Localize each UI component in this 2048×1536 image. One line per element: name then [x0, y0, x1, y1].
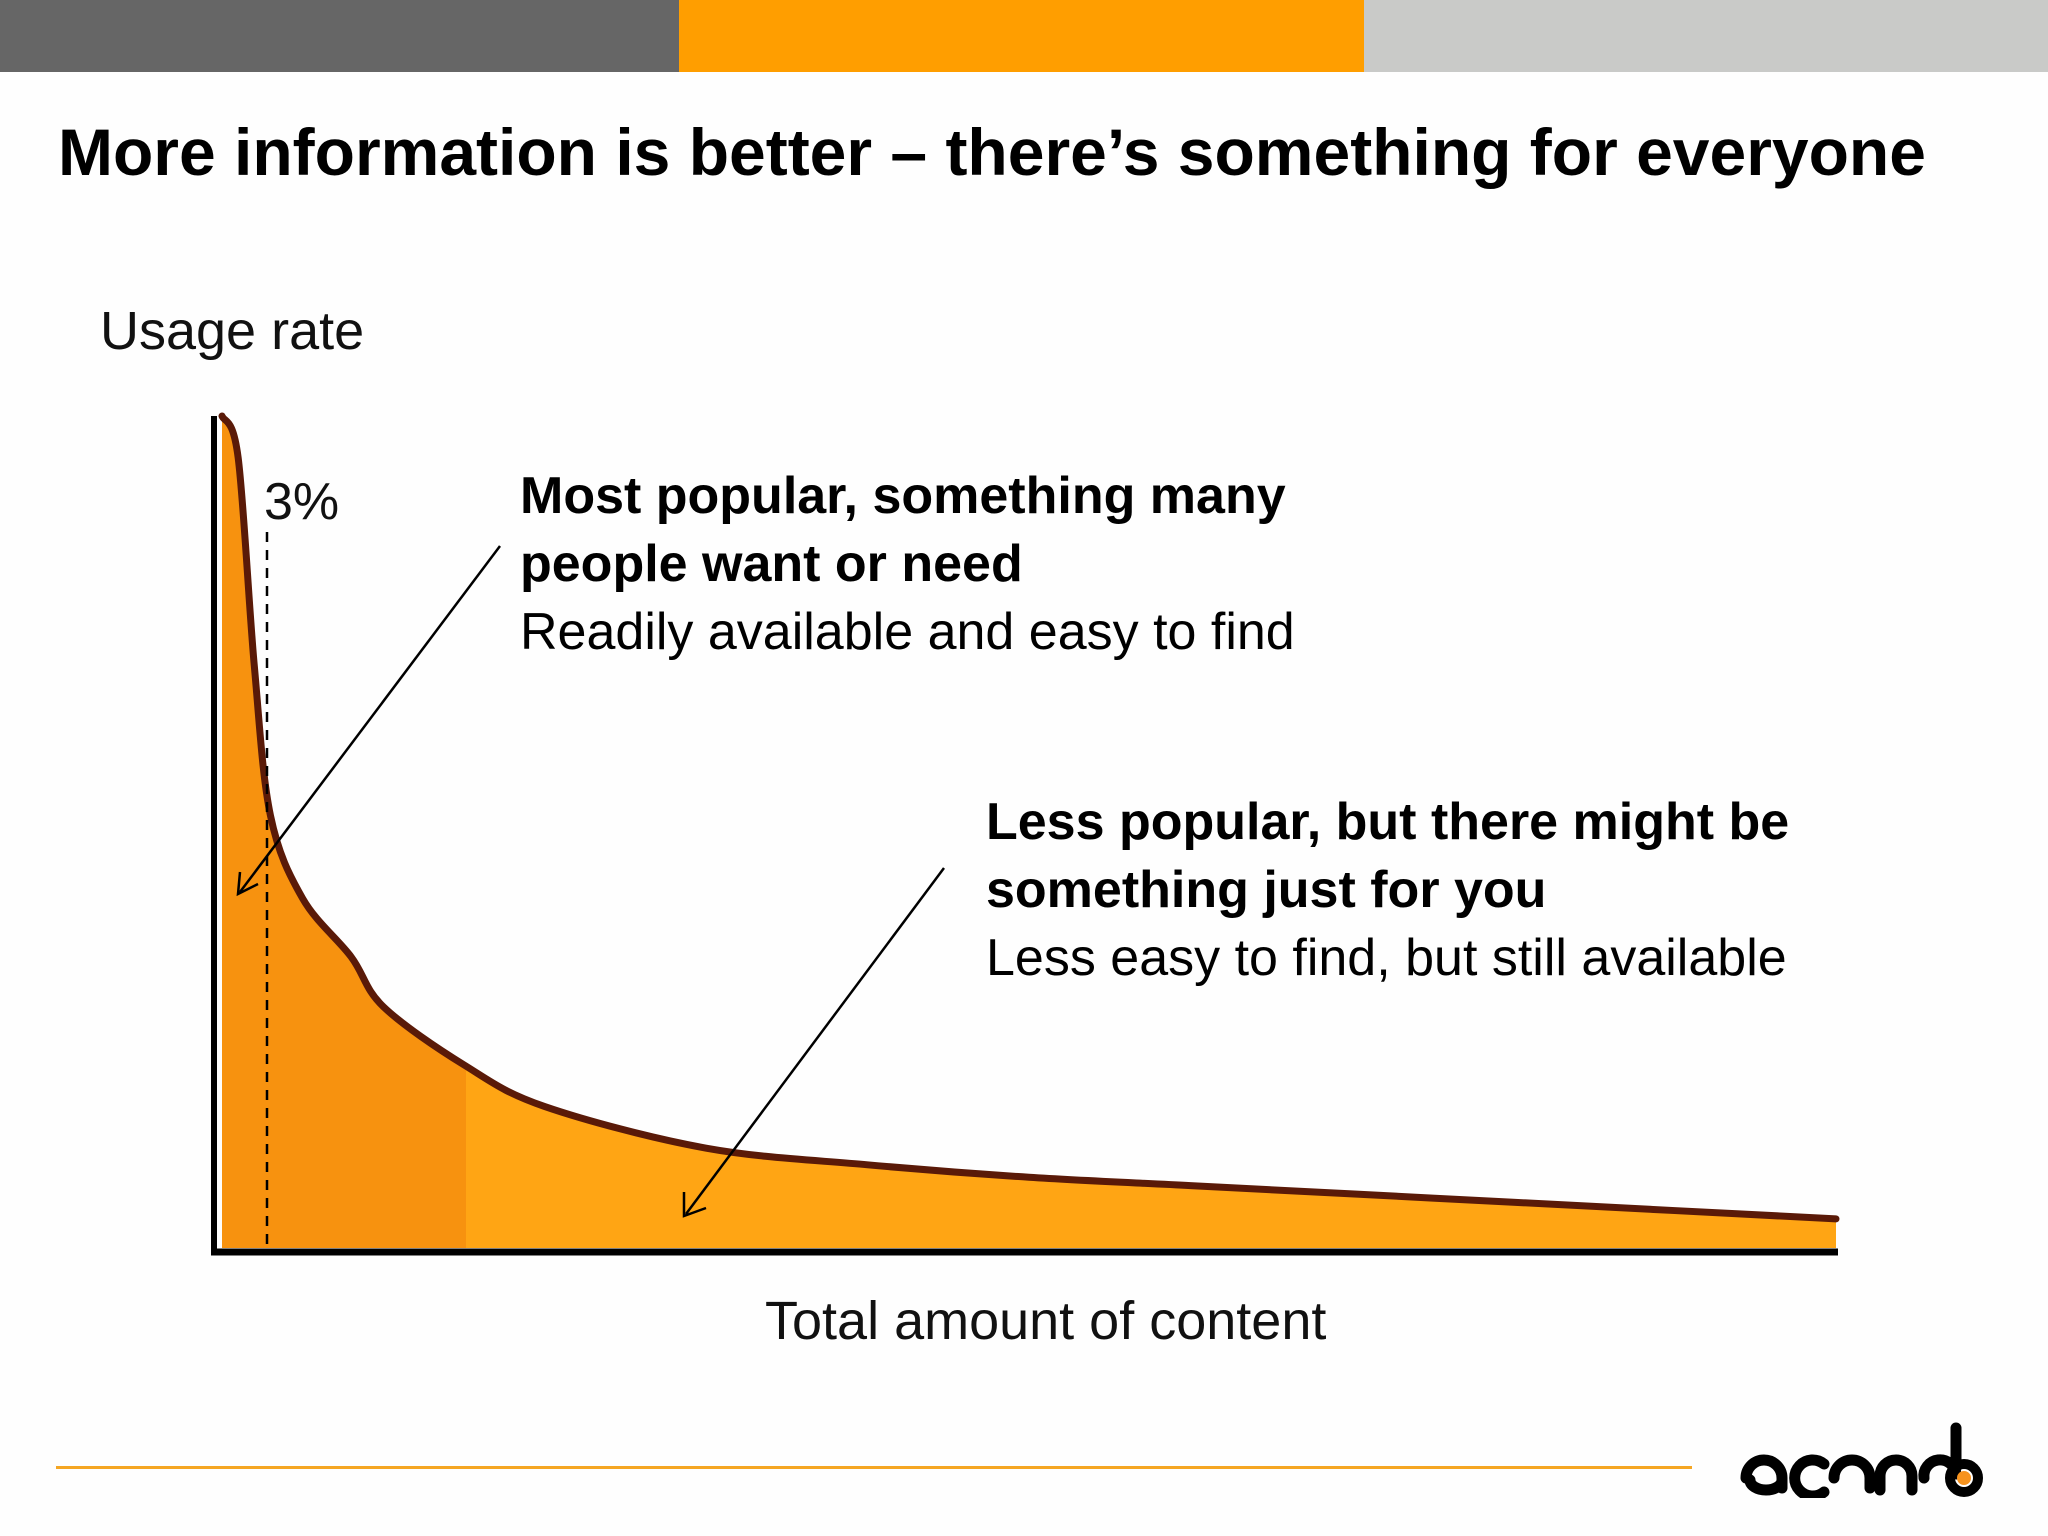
tail-callout: Less popular, but there might be somethi… [986, 788, 1789, 992]
acando-logo: acando [1740, 1422, 1983, 1498]
tail-callout-heading-line-2: something just for you [986, 861, 1547, 919]
footer-divider [56, 1466, 1692, 1469]
top-bar-dark-segment [0, 0, 679, 72]
head-callout-heading-line-1: Most popular, something many [520, 467, 1286, 525]
curve-line [218, 412, 1840, 1223]
tail-callout-detail: Less easy to find, but still available [986, 929, 1787, 987]
curve-area-head [222, 416, 466, 1248]
top-color-bar [0, 0, 2048, 72]
tail-arrow [682, 867, 946, 1218]
three-percent-label: 3% [264, 473, 340, 531]
head-arrow [236, 545, 501, 897]
head-callout-heading-line-2: people want or need [520, 535, 1023, 593]
head-callout: Most popular, something many people want… [520, 462, 1295, 666]
top-bar-light-segment [1364, 0, 2048, 72]
head-callout-detail: Readily available and easy to find [520, 603, 1295, 661]
y-axis-label: Usage rate [100, 301, 365, 361]
slide-title: More information is better – there’s som… [58, 115, 1926, 189]
top-bar-orange-segment [679, 0, 1364, 72]
x-axis-label: Total amount of content [765, 1291, 1327, 1351]
tail-callout-heading-line-1: Less popular, but there might be [986, 793, 1790, 851]
